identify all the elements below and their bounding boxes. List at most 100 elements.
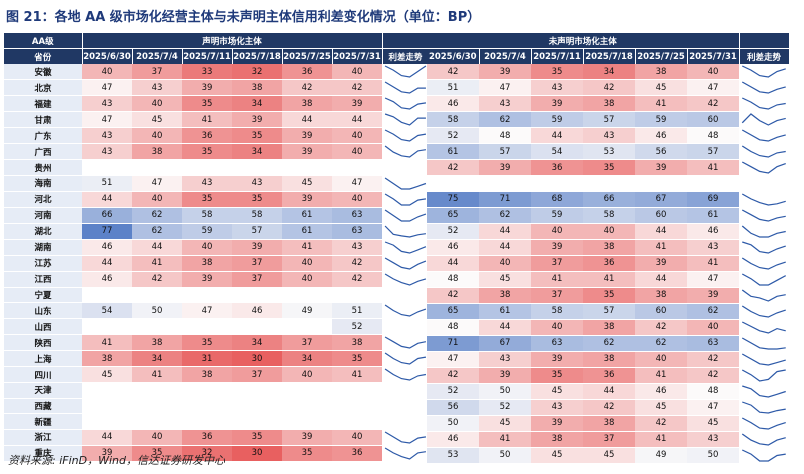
spread-value-cell: 69: [687, 191, 739, 208]
spread-trend-sparkline: [739, 319, 789, 336]
spread-trend-sparkline: [382, 223, 429, 240]
spread-value-cell: 34: [232, 95, 282, 113]
spread-value-cell: 44: [635, 223, 687, 240]
spread-value-cell: 58: [427, 111, 479, 129]
spread-value-cell: 35: [182, 95, 232, 113]
table-row: 四川 45 41 38 37 40 41: [4, 366, 429, 384]
spread-value-cell: 37: [282, 334, 332, 352]
spread-value-cell: 35: [531, 367, 583, 384]
spread-value-cell: 57: [583, 303, 635, 320]
table-row: 海南 51 47 43 43 45 47: [4, 175, 429, 192]
spread-value-cell: 44: [531, 127, 583, 145]
spread-value-cell: 43: [531, 399, 583, 416]
spread-value-cell: 59: [531, 207, 583, 224]
spread-value-cell: 41: [635, 431, 687, 448]
spread-value-cell: 43: [479, 351, 531, 368]
spread-value-cell: 57: [583, 111, 635, 129]
spread-trend-sparkline: [382, 413, 429, 430]
table-row: 75 71 68 66 67 69: [427, 191, 789, 208]
table-row: 上海 38 34 31 30 34 35: [4, 350, 429, 368]
date-header: 2025/7/4: [132, 48, 183, 65]
spread-value-cell: [427, 175, 479, 192]
province-label: 陕西: [4, 334, 82, 352]
spread-value-cell: 44: [479, 223, 531, 240]
spread-value-cell: 52: [427, 223, 479, 240]
spread-trend-sparkline: [739, 415, 789, 432]
spread-value-cell: 45: [531, 447, 583, 464]
spread-trend-sparkline: [382, 255, 429, 272]
spread-value-cell: 39: [282, 143, 332, 161]
spread-value-cell: 47: [427, 351, 479, 368]
spread-value-cell: 34: [232, 143, 282, 161]
province-label: 湖北: [4, 223, 82, 240]
spread-value-cell: 42: [282, 79, 332, 97]
spread-value-cell: 38: [531, 431, 583, 448]
spread-value-cell: 40: [282, 366, 332, 384]
spread-value-cell: 44: [82, 429, 132, 446]
spread-value-cell: 63: [531, 335, 583, 352]
spread-value-cell: 40: [687, 319, 739, 336]
spread-trend-sparkline: [739, 159, 789, 177]
spread-value-cell: 37: [531, 287, 583, 304]
province-label: 天津: [4, 382, 82, 399]
spread-value-cell: [332, 382, 382, 399]
spread-value-cell: 58: [583, 207, 635, 224]
sparkline-path: [741, 417, 786, 430]
spread-value-cell: 39: [479, 367, 531, 384]
spread-value-cell: 62: [583, 335, 635, 352]
table-row: 48 44 40 38 42 40: [427, 319, 789, 336]
spread-value-cell: 46: [82, 271, 132, 288]
province-label: 宁夏: [4, 287, 82, 304]
spread-value-cell: 57: [687, 143, 739, 161]
spread-value-cell: 37: [531, 255, 583, 272]
table-row: 46 44 39 38 41 43: [427, 239, 789, 256]
sparkline-path: [741, 305, 786, 318]
spread-value-cell: 34: [132, 350, 182, 368]
spread-value-cell: 40: [282, 255, 332, 272]
table-row: [427, 175, 789, 192]
spread-value-cell: 60: [635, 303, 687, 320]
sparkline-path: [384, 336, 427, 349]
spread-value-cell: 38: [635, 287, 687, 304]
spread-value-cell: 46: [635, 127, 687, 145]
spread-trend-sparkline: [739, 287, 789, 304]
spread-value-cell: 45: [583, 447, 635, 464]
province-label: 海南: [4, 175, 82, 192]
table-row: 新疆: [4, 413, 429, 430]
spread-trend-sparkline: [382, 334, 429, 352]
spread-value-cell: 62: [132, 223, 182, 240]
spread-value-cell: [332, 398, 382, 415]
spread-value-cell: 39: [531, 415, 583, 432]
spread-value-cell: 50: [427, 415, 479, 432]
sparkline-path: [384, 257, 427, 270]
spread-trend-sparkline: [382, 350, 429, 368]
spread-value-cell: 44: [332, 111, 382, 129]
table-row: 河北 44 40 35 35 39 40: [4, 191, 429, 208]
spread-value-cell: 30: [232, 350, 282, 368]
spread-value-cell: 42: [583, 399, 635, 416]
spread-value-cell: 41: [282, 239, 332, 256]
spread-value-cell: [232, 159, 282, 176]
spread-value-cell: 38: [635, 64, 687, 81]
spread-value-cell: 41: [635, 239, 687, 256]
spread-value-cell: [182, 398, 232, 415]
sparkline-path: [384, 129, 427, 142]
province-label: 北京: [4, 79, 82, 97]
trend-header: 利差走势: [739, 48, 790, 65]
spread-value-cell: 45: [282, 175, 332, 192]
spread-value-cell: 60: [635, 207, 687, 224]
spread-value-cell: 41: [687, 255, 739, 272]
spread-value-cell: 41: [583, 271, 635, 288]
table-row: 江苏 44 41 38 37 40 42: [4, 255, 429, 272]
spread-value-cell: 45: [479, 415, 531, 432]
spread-value-cell: 41: [82, 334, 132, 352]
spread-value-cell: [332, 413, 382, 430]
spread-value-cell: [182, 413, 232, 430]
spread-value-cell: 65: [427, 303, 479, 320]
spread-value-cell: 53: [583, 143, 635, 161]
date-header: 2025/6/30: [427, 48, 480, 65]
spread-value-cell: 61: [427, 143, 479, 161]
spread-value-cell: [232, 398, 282, 415]
table-row: 山东 54 50 47 46 49 51: [4, 302, 429, 320]
spread-trend-sparkline: [382, 366, 429, 384]
